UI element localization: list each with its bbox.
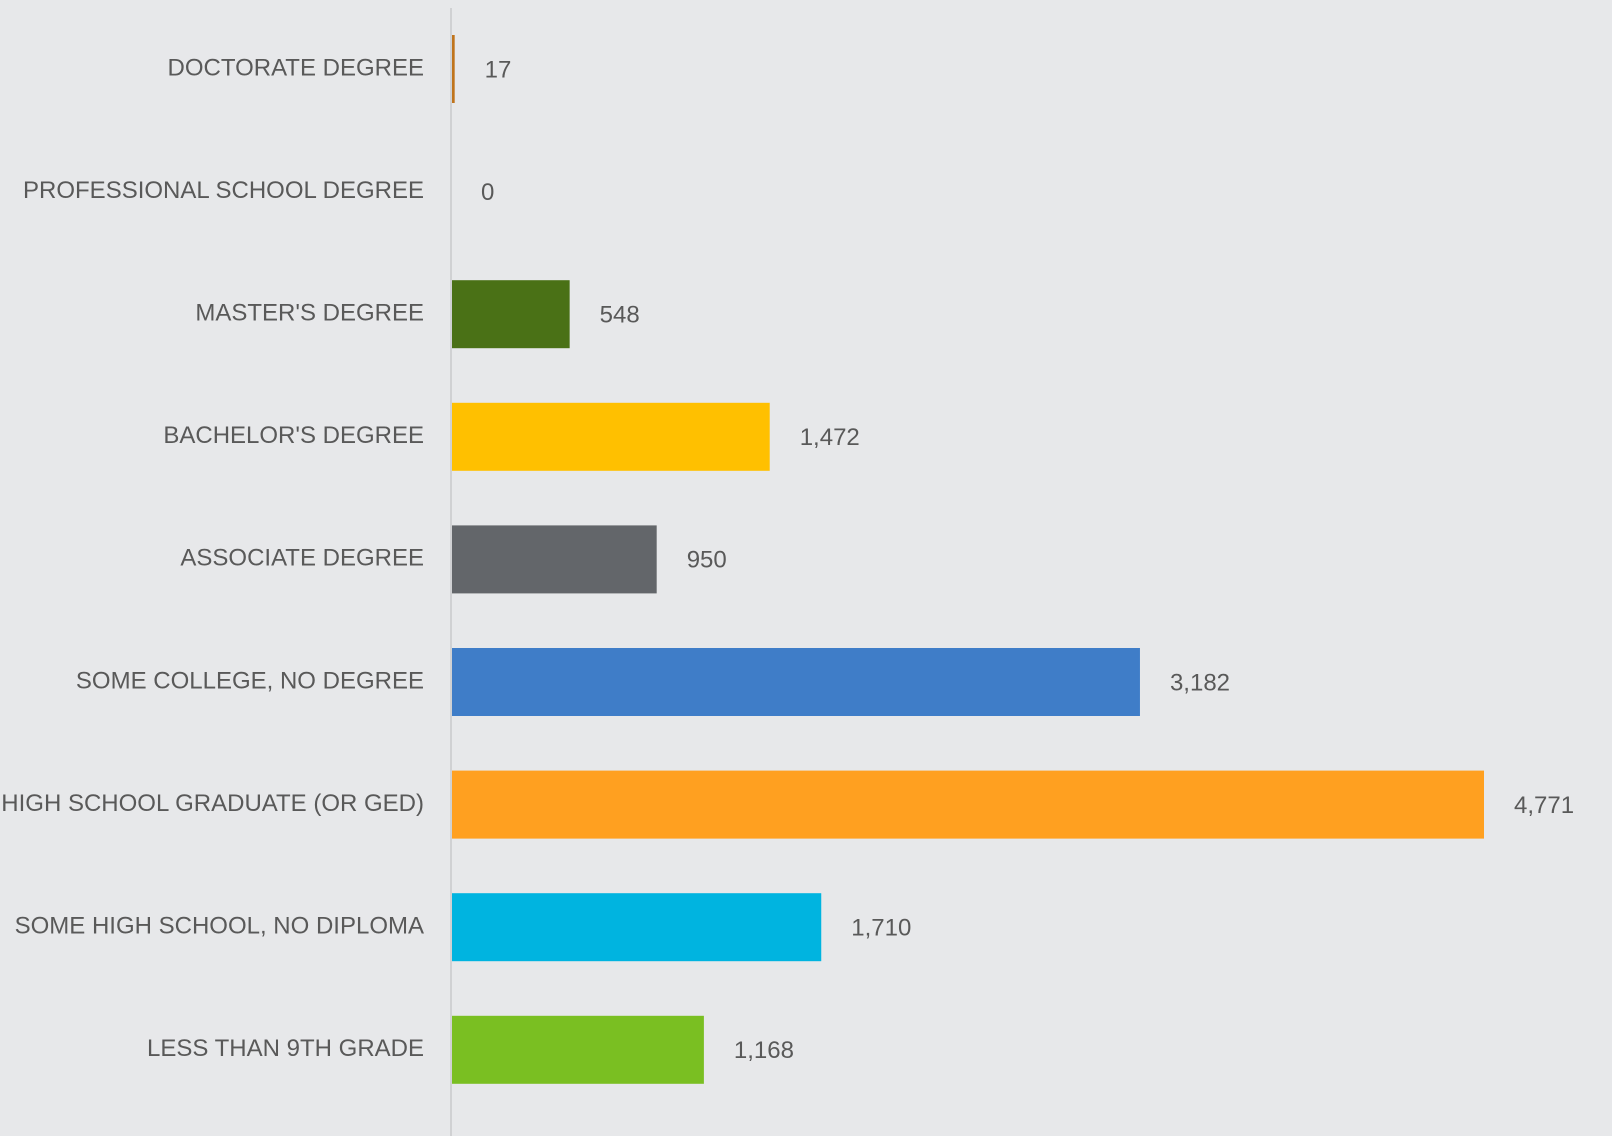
value-label: 0 [481, 179, 494, 206]
value-label: 1,472 [800, 424, 860, 451]
value-label: 4,771 [1514, 792, 1574, 819]
value-label: 950 [687, 547, 727, 574]
bar [451, 35, 455, 103]
bar [451, 402, 770, 471]
category-label: HIGH SCHOOL GRADUATE (OR GED) [1, 790, 424, 817]
bar [451, 525, 657, 594]
value-label: 1,168 [734, 1037, 794, 1064]
bar [451, 1015, 704, 1084]
bar [451, 648, 1140, 716]
category-label: ASSOCIATE DEGREE [180, 545, 424, 572]
bar [451, 893, 822, 962]
category-label: BACHELOR'S DEGREE [163, 422, 424, 449]
value-label: 17 [485, 56, 512, 83]
value-label: 3,182 [1170, 669, 1230, 696]
category-label: LESS THAN 9TH GRADE [147, 1035, 424, 1062]
category-label: SOME HIGH SCHOOL, NO DIPLOMA [15, 913, 424, 940]
category-label: PROFESSIONAL SCHOOL DEGREE [23, 177, 424, 204]
value-label: 548 [600, 302, 640, 329]
bar [451, 280, 570, 349]
category-label: SOME COLLEGE, NO DEGREE [76, 667, 424, 694]
category-label: MASTER'S DEGREE [195, 300, 424, 327]
category-label: DOCTORATE DEGREE [168, 54, 424, 81]
bar [451, 770, 1484, 839]
value-label: 1,710 [851, 915, 911, 942]
